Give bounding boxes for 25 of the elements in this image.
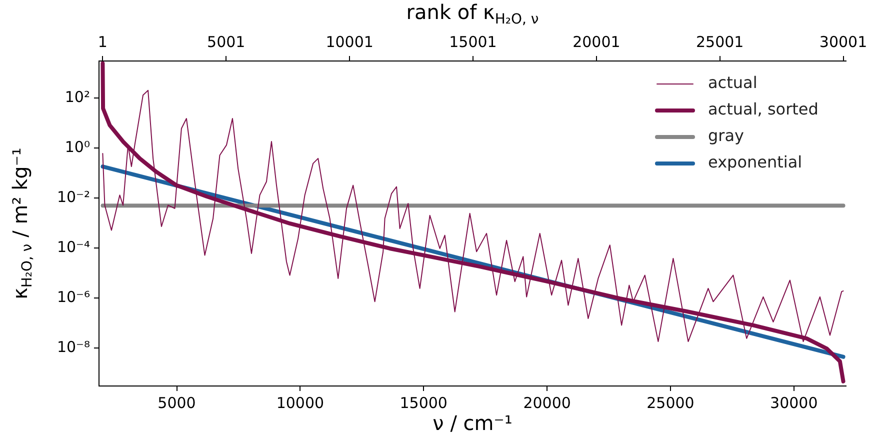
x2-tick-label: 5001: [207, 32, 246, 51]
x-tick-label: 10000: [276, 394, 324, 412]
x2-tick-label: 20001: [572, 32, 620, 51]
x-axis-title: ν / cm⁻¹: [432, 411, 512, 435]
x2-tick-label: 15001: [449, 32, 497, 51]
legend-label: actual, sorted: [708, 100, 818, 119]
x-tick-label: 30000: [770, 394, 818, 412]
y-tick-label: 10²: [64, 88, 90, 106]
x-tick-label: 15000: [400, 394, 448, 412]
y-axis-title: κH₂O, ν / m² kg⁻¹: [8, 148, 36, 300]
x-tick-label: 5000: [158, 394, 196, 412]
y-tick-label: 10⁰: [64, 138, 90, 156]
legend-label: actual: [708, 73, 758, 92]
legend-label: exponential: [708, 152, 802, 172]
y-tick-label: 10⁻⁸: [56, 338, 90, 356]
x-tick-label: 25000: [646, 394, 694, 412]
legend-label: gray: [708, 126, 744, 146]
y-tick-label: 10⁻⁴: [56, 238, 90, 256]
x2-tick-label: 25001: [696, 32, 744, 51]
x-tick-label: 20000: [523, 394, 571, 412]
y-tick-label: 10⁻⁶: [56, 288, 90, 306]
x2-tick-label: 30001: [819, 32, 868, 51]
x2-tick-label: 10001: [326, 32, 374, 51]
x2-tick-label: 1: [98, 32, 108, 51]
y-tick-label: 10⁻²: [56, 188, 90, 206]
